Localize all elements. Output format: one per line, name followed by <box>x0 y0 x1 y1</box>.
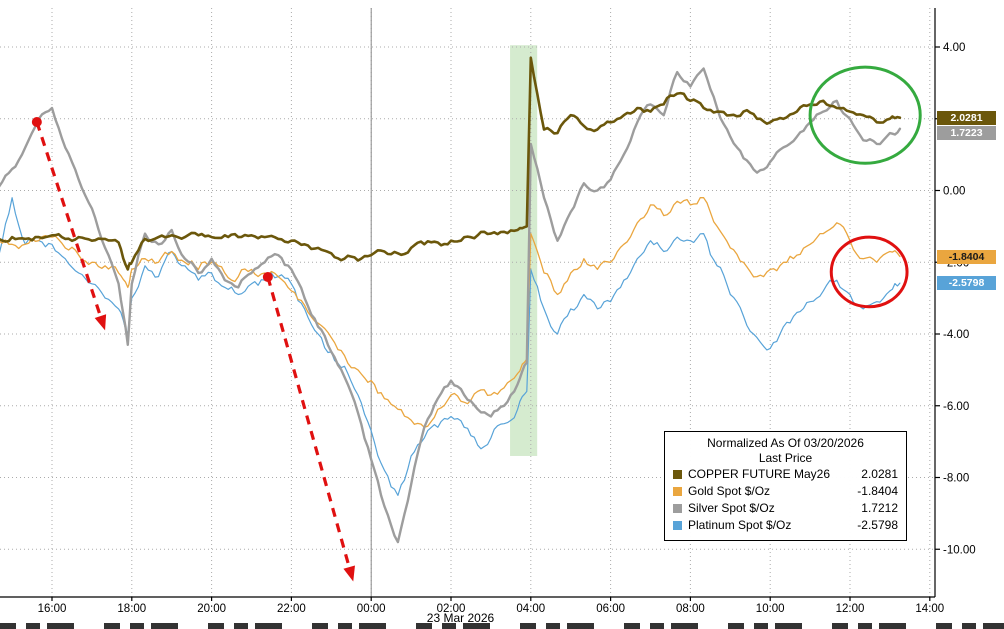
x-tick-label: 16:00 <box>38 603 67 615</box>
legend-label: Silver Spot $/Oz <box>688 501 775 515</box>
price-badge-platinum: -2.5798 <box>937 276 996 291</box>
x-tick-label: 20:00 <box>197 603 226 615</box>
price-badge-copper: 2.0281 <box>937 110 996 125</box>
legend-item-silver: Silver Spot $/Oz 1.7212 <box>673 500 898 517</box>
y-tick-label: 0.00 <box>943 186 965 198</box>
y-tick-label: -8.00 <box>943 473 969 485</box>
y-tick-label: -10.00 <box>943 544 976 556</box>
y-tick-label: 4.00 <box>943 42 965 54</box>
x-tick-label: 02:00 <box>437 603 466 615</box>
x-tick-label: 04:00 <box>516 603 545 615</box>
highlight-circle <box>829 235 909 309</box>
legend-value: 1.7212 <box>861 501 898 515</box>
highlight-circle <box>808 65 922 165</box>
legend-label: Platinum Spot $/Oz <box>688 518 792 532</box>
legend-swatch-copper <box>673 470 682 479</box>
trend-arrow-head <box>94 314 107 331</box>
legend-value: -1.8404 <box>857 484 898 498</box>
x-tick-label: 14:00 <box>915 603 944 615</box>
y-tick-label: -6.00 <box>943 401 969 413</box>
legend-value: -2.5798 <box>857 518 898 532</box>
legend-subtitle: Last Price <box>758 451 813 465</box>
x-tick-label: 08:00 <box>676 603 705 615</box>
x-tick-label: 10:00 <box>756 603 785 615</box>
trend-arrow-line <box>35 121 102 317</box>
legend-label: COPPER FUTURE May26 <box>688 467 831 481</box>
legend-item-copper: COPPER FUTURE May26 2.0281 <box>673 466 898 483</box>
date-label: 23 Mar 2026 <box>426 611 495 625</box>
trend-arrow-origin-dot <box>262 271 273 282</box>
legend-box: Normalized As Of 03/20/2026 Last Price C… <box>664 431 907 541</box>
legend-item-gold: Gold Spot $/Oz -1.8404 <box>673 483 898 500</box>
x-tick-label: 06:00 <box>596 603 625 615</box>
y-tick-label: -4.00 <box>943 329 969 341</box>
price-badge-gold: -1.8404 <box>937 249 996 264</box>
legend-item-platinum: Platinum Spot $/Oz -2.5798 <box>673 517 898 534</box>
legend-value: 2.0281 <box>861 467 898 481</box>
series-line-copper <box>0 56 902 271</box>
x-tick-label: 22:00 <box>277 603 306 615</box>
legend-label: Gold Spot $/Oz <box>688 484 771 498</box>
trend-arrow-origin-dot <box>31 116 42 127</box>
price-badge-silver: 1.7223 <box>937 125 996 140</box>
legend-swatch-silver <box>673 504 682 513</box>
cropped-content-strip <box>0 623 1004 629</box>
trend-arrow-line <box>266 276 351 568</box>
legend-swatch-platinum <box>673 521 682 530</box>
x-tick-label: 12:00 <box>836 603 865 615</box>
legend-title: Normalized As Of 03/20/2026 <box>707 436 864 450</box>
series-line-platinum <box>0 197 901 496</box>
legend-swatch-gold <box>673 487 682 496</box>
x-tick-label: 00:00 <box>357 603 386 615</box>
x-tick-label: 18:00 <box>117 603 146 615</box>
series-line-gold <box>0 196 901 428</box>
highlight-band <box>510 45 538 456</box>
trend-arrow-head <box>343 565 355 582</box>
